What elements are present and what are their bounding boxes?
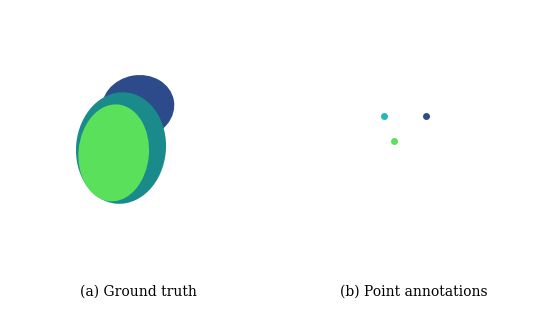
Ellipse shape (102, 75, 174, 138)
Text: (a) Ground truth: (a) Ground truth (79, 284, 197, 298)
Ellipse shape (78, 104, 149, 201)
Ellipse shape (76, 92, 166, 204)
Text: (b) Point annotations: (b) Point annotations (340, 284, 488, 298)
